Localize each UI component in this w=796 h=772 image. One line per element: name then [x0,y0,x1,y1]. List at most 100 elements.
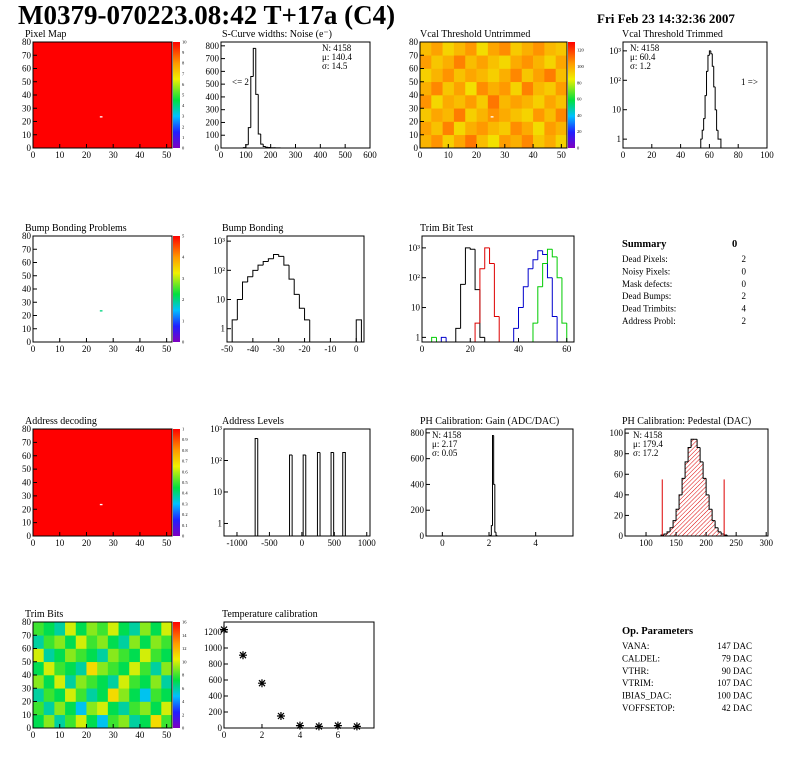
z-tick-label: 0.3 [182,501,188,506]
x-tick-label: 0 [219,150,224,160]
y-tick-label: 80 [22,617,32,627]
heatmap-cell [465,68,477,83]
heatmap-cell [533,42,545,56]
histogram-bin [532,322,538,342]
y-tick-label: 800 [411,428,425,438]
x-tick-label: 20 [647,150,657,160]
histogram-bin [330,451,334,536]
histogram-bin [678,494,683,510]
y-tick-label: 200 [209,707,223,717]
histogram-bin [561,277,567,324]
z-tick-label: 0.4 [182,491,188,496]
histogram-bin [484,337,490,343]
heatmap-cell [97,714,109,729]
histogram-bin [719,138,722,148]
stats-entry: μ: 60.4 [630,52,656,62]
heatmap-cell [86,714,98,729]
y-tick-label: 0 [27,723,32,733]
heatmap-cell [476,81,489,96]
heatmap-cell [75,701,87,716]
heatmap-cell [533,68,545,83]
heatmap-cell [510,55,523,69]
chart-title: Vcal Threshold Trimmed [622,29,723,40]
bin-fill [709,509,713,536]
bin-fill [715,527,719,536]
heatmap-cell [453,95,466,109]
plot-frame [425,428,574,537]
x-tick-label: 150 [669,538,683,548]
heatmap-cell [75,648,87,663]
stats-entry: N: 4158 [432,430,462,440]
heatmap-cell [465,121,477,136]
x-tick-label: 0 [31,538,36,548]
y-tick-label: 10 [22,710,32,720]
z-tick-label: 2 [182,297,184,302]
chart-title: Temperature calibration [222,609,318,620]
op-parameter-label: VTHR: [622,666,649,676]
heatmap-cell [33,635,44,649]
annotation: <= 2 [232,77,249,87]
chart-title: Address decoding [25,416,97,427]
z-tick-label: 0.1 [182,523,188,528]
heatmap-cell [129,675,141,689]
histogram-bin [711,53,714,67]
heatmap-cell [54,701,66,716]
chart-title: Trim Bit Test [420,223,473,234]
y-tick-label: 50 [22,657,32,667]
histogram-bin [720,531,725,535]
heatmap-cell [33,714,44,729]
heatmap-cell [161,661,173,676]
y-tick-label: 40 [22,284,32,294]
histogram-bin [705,478,710,496]
y-tick-label: 500 [206,79,220,89]
heatmap-cell [118,635,130,649]
z-tick-label: 60 [577,97,582,102]
heatmap-cell [453,55,466,69]
op-parameter-label: VOFFSETOP: [622,703,675,713]
heatmap-cell [544,95,556,109]
heatmap-cell [161,714,173,729]
x-tick-label: 300 [759,538,773,548]
heatmap-cell [499,108,511,122]
z-tick-label: 2 [182,124,184,129]
heatmap-cell [65,675,77,689]
heatmap-cell [420,121,432,136]
x-tick-label: 4 [298,730,303,740]
y-tick-label: 80 [409,37,419,47]
x-tick-label: 30 [109,150,119,160]
y-tick-label: 1 [617,134,622,144]
histogram-bin [542,250,548,255]
heatmap-cell [510,81,523,96]
histogram-bin [342,451,346,536]
y-tick-label: 10² [609,75,621,85]
plot-frame [624,428,769,537]
heatmap-cell [107,714,119,729]
z-tick-label: 2 [182,712,184,717]
plot-frame [32,235,173,343]
heatmap-cell [75,714,87,729]
summary-value: 2 [742,254,747,264]
pixel [99,503,103,506]
y-tick-label: 80 [614,449,624,459]
x-tick-label: 60 [705,150,715,160]
y-tick-label: 30 [409,103,419,113]
heatmap-cell [533,55,545,69]
heatmap-cell [118,675,130,689]
x-tick-label: 200 [264,150,278,160]
histogram-bin [464,247,471,285]
z-tick-label: 4 [182,103,185,108]
y-tick-label: 200 [206,117,220,127]
heatmap-cell [510,68,523,83]
heatmap-cell [487,121,500,136]
y-tick-label: 400 [209,691,223,701]
y-tick-label: 20 [409,117,419,127]
star-marker [352,722,361,731]
heatmap-cell [139,622,151,636]
heatmap-cell [533,108,545,122]
y-tick-label: 60 [22,258,32,268]
x-tick-label: 600 [363,150,377,160]
z-tick-label: 5 [182,234,185,239]
histogram-bin [298,294,305,309]
y-tick-label: 100 [610,428,624,438]
heatmap-cell [75,661,87,676]
